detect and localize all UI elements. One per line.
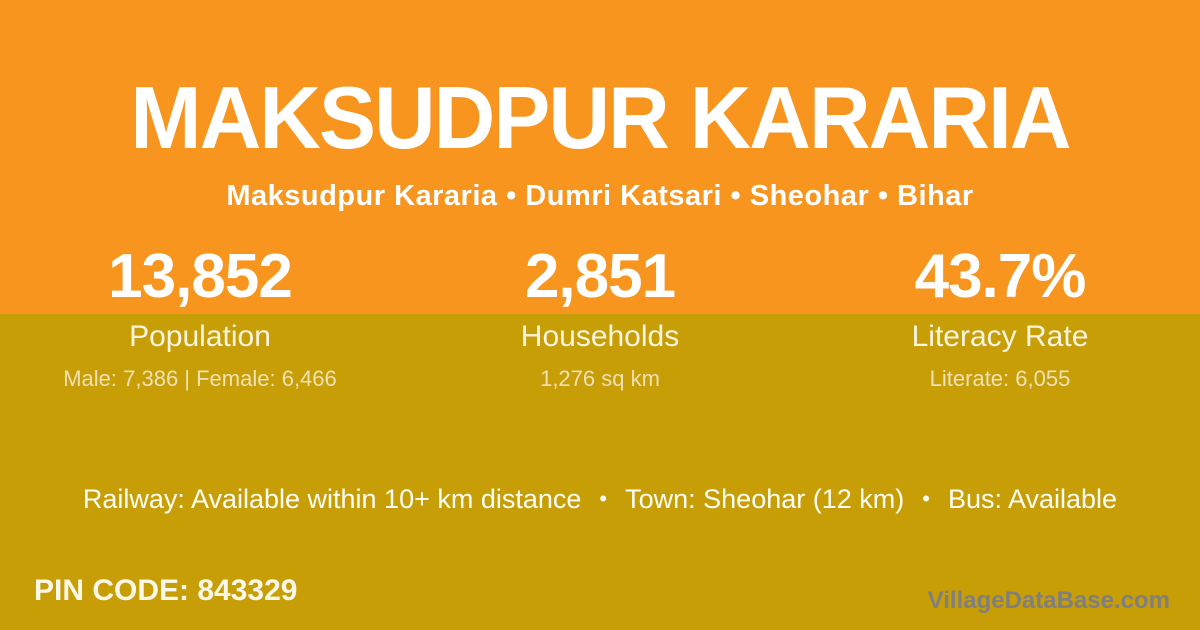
bus-info: Bus: Available [947, 484, 1118, 514]
stat-literacy: 43.7% Literacy Rate Literate: 6,055 [800, 242, 1200, 392]
households-value: 2,851 [524, 242, 676, 311]
population-detail: Male: 7,386 | Female: 6,466 [63, 366, 337, 391]
watermark-brand: VillageDataBase.com [927, 587, 1170, 614]
population-label: Population [129, 320, 271, 353]
households-label: Households [520, 320, 680, 353]
population-value: 13,852 [108, 242, 293, 311]
orange-top-band [0, 0, 1200, 314]
bullet-separator: • [922, 486, 930, 511]
literacy-value: 43.7% [914, 242, 1087, 311]
stat-population: 13,852 Population Male: 7,386 | Female: … [0, 242, 400, 392]
amenities-info-line: Railway: Available within 10+ km distanc… [0, 484, 1200, 515]
pin-code: PIN CODE: 843329 [34, 574, 298, 607]
stats-row: 13,852 Population Male: 7,386 | Female: … [0, 242, 1200, 392]
breadcrumb: Maksudpur Kararia • Dumri Katsari • Sheo… [226, 180, 974, 212]
households-detail: 1,276 sq km [540, 366, 660, 391]
village-title: MAKSUDPUR KARARIA [130, 68, 1071, 167]
town-info: Town: Sheohar (12 km) [625, 484, 905, 514]
literacy-detail: Literate: 6,055 [929, 366, 1071, 391]
railway-info: Railway: Available within 10+ km distanc… [82, 484, 582, 514]
literacy-label: Literacy Rate [911, 320, 1089, 353]
stat-households: 2,851 Households 1,276 sq km [400, 242, 800, 392]
bullet-separator: • [599, 486, 608, 511]
